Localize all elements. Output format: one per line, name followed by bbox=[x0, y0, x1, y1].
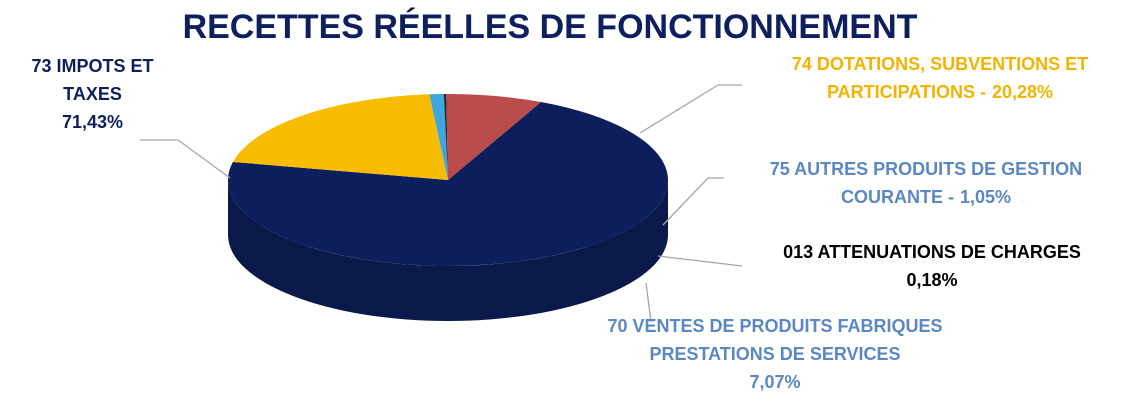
value-label: 7,07% bbox=[749, 372, 801, 392]
slice bbox=[429, 94, 448, 180]
leader-line bbox=[639, 84, 742, 134]
value-label: 1,05% bbox=[959, 187, 1012, 207]
slice bbox=[232, 94, 448, 180]
category-label: 70 VENTES DE PRODUITS FABRIQUES PRESTATI… bbox=[607, 316, 943, 364]
chart-title: RECETTES RÉELLES DE FONCTIONNEMENT bbox=[182, 8, 918, 46]
category-label: 74 DOTATIONS, SUBVENTIONS ET PARTICIPATI… bbox=[791, 54, 1089, 102]
value-label: 0,18% bbox=[906, 270, 958, 290]
leader-line bbox=[645, 282, 652, 323]
slice bbox=[228, 102, 668, 267]
leader-line bbox=[662, 177, 724, 226]
slice-side bbox=[228, 180, 668, 321]
slice-label: 75 AUTRES PRODUITS DE GESTION COURANTE -… bbox=[726, 155, 1126, 211]
category-label: 013 ATTENUATIONS DE CHARGES bbox=[783, 242, 1081, 262]
category-label: 73 IMPOTS ET TAXES bbox=[31, 56, 154, 104]
category-label: 75 AUTRES PRODUITS DE GESTION COURANTE - bbox=[769, 159, 1083, 207]
slice bbox=[446, 94, 541, 180]
slice-label: 70 VENTES DE PRODUITS FABRIQUES PRESTATI… bbox=[545, 312, 1005, 396]
leader-line bbox=[657, 255, 743, 267]
slice-label: 73 IMPOTS ET TAXES 71,43% bbox=[5, 52, 180, 136]
value-label: 20,28% bbox=[991, 82, 1054, 102]
sides bbox=[228, 180, 668, 321]
slice-label: 013 ATTENUATIONS DE CHARGES 0,18% bbox=[732, 238, 1132, 294]
slice bbox=[443, 94, 448, 180]
slice-label: 74 DOTATIONS, SUBVENTIONS ET PARTICIPATI… bbox=[740, 50, 1134, 106]
leader-line bbox=[140, 139, 231, 179]
value-label: 71,43% bbox=[61, 112, 124, 132]
